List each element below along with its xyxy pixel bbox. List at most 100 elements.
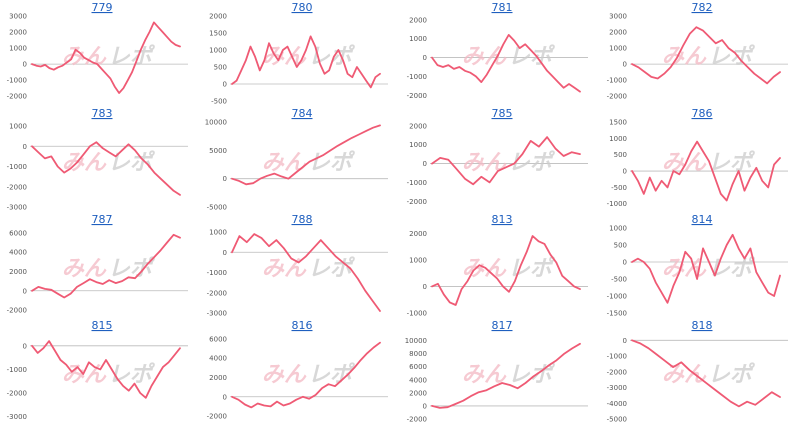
panel-title-link[interactable]: 779 [92, 1, 113, 14]
y-tick-label: 6000 [209, 335, 227, 343]
y-tick-label: 6000 [9, 229, 27, 237]
y-tick-label: 2000 [9, 268, 27, 276]
watermark-logo: レポ [108, 150, 156, 176]
watermark-logo: レポ [508, 256, 556, 282]
panel-title-link[interactable]: 783 [92, 107, 113, 120]
y-tick-label: 2000 [9, 29, 27, 37]
y-tick-label: 3000 [9, 13, 27, 21]
y-tick-label: -1000 [607, 293, 627, 301]
panel-title-link[interactable]: 817 [492, 319, 513, 332]
watermark-logo: みん [462, 151, 507, 176]
y-tick-label: -2000 [7, 183, 27, 191]
y-tick-label: -2000 [207, 413, 227, 421]
watermark-logo: みん [262, 363, 307, 388]
y-tick-label: 8000 [409, 350, 427, 358]
panel-title-link[interactable]: 815 [92, 319, 113, 332]
y-tick-label: 3000 [609, 13, 627, 21]
series-line [431, 136, 581, 186]
y-tick-label: -3000 [7, 413, 27, 421]
y-tick-label: 1000 [609, 225, 627, 233]
y-tick-label: -5000 [607, 416, 627, 424]
series-line [431, 342, 581, 409]
y-tick-label: -1000 [407, 179, 427, 187]
y-tick-label: -500 [211, 98, 227, 106]
panel-title-link[interactable]: 788 [292, 213, 313, 226]
y-tick-label: 1000 [609, 135, 627, 143]
series-line [431, 34, 581, 93]
y-tick-label: -1000 [407, 73, 427, 81]
y-tick-label: -3000 [7, 204, 27, 212]
panel-title-link[interactable]: 782 [692, 1, 713, 14]
watermark-logo: レポ [508, 44, 556, 70]
y-tick-label: 1500 [209, 30, 227, 38]
y-tick-label: -2000 [407, 416, 427, 424]
panel-title-link[interactable]: 813 [492, 213, 513, 226]
y-tick-label: 1000 [409, 256, 427, 264]
series-line [631, 339, 781, 408]
chart-panel-782: 782 3000 2000 1000 0 -1000 -2000 みん レポ [607, 1, 788, 101]
panel-title-link[interactable]: 816 [292, 319, 313, 332]
series-line [431, 235, 581, 306]
y-tick-label: -1000 [7, 77, 27, 85]
y-tick-label: 500 [614, 242, 627, 250]
y-tick-label: 2000 [409, 122, 427, 130]
y-tick-label: -2000 [607, 368, 627, 376]
y-tick-label: 0 [623, 168, 627, 176]
y-tick-label: -1000 [7, 366, 27, 374]
y-tick-label: 2000 [409, 389, 427, 397]
series-line [31, 340, 181, 399]
series-line [31, 21, 181, 94]
y-tick-label: -2000 [207, 289, 227, 297]
watermark-logo: みん [662, 45, 707, 70]
y-tick-label: 0 [23, 143, 27, 151]
y-tick-label: -2000 [7, 390, 27, 398]
chart-panel-818: 818 0 -1000 -2000 -3000 -4000 -5000 みん レポ [607, 319, 788, 424]
y-tick-label: -1000 [7, 163, 27, 171]
panel-title-link[interactable]: 787 [92, 213, 113, 226]
panel-title-link[interactable]: 781 [492, 1, 513, 14]
series-line [231, 341, 381, 409]
y-tick-label: 500 [614, 151, 627, 159]
series-line [631, 233, 781, 304]
y-tick-label: 10000 [405, 337, 427, 345]
panel-title-link[interactable]: 814 [692, 213, 713, 226]
panel-title-link[interactable]: 785 [492, 107, 513, 120]
y-tick-label: 4000 [9, 249, 27, 257]
series-line [231, 35, 381, 89]
y-tick-label: 2000 [609, 29, 627, 37]
y-tick-label: -2000 [407, 198, 427, 206]
watermark-logo: みん [462, 45, 507, 70]
panel-title-link[interactable]: 780 [292, 1, 313, 14]
y-tick-label: 2000 [409, 16, 427, 24]
y-tick-label: -3000 [207, 310, 227, 318]
y-tick-label: 0 [23, 61, 27, 69]
y-tick-label: -2000 [7, 307, 27, 315]
y-tick-label: 1000 [409, 141, 427, 149]
watermark-logo: レポ [708, 150, 756, 176]
panel-title-link[interactable]: 786 [692, 107, 713, 120]
y-tick-label: 2000 [209, 13, 227, 21]
series-line [631, 140, 781, 202]
y-tick-label: 10000 [205, 119, 227, 127]
series-line [231, 233, 381, 312]
y-tick-label: 0 [423, 160, 427, 168]
panel-title-link[interactable]: 818 [692, 319, 713, 332]
panel-title-link[interactable]: 784 [292, 107, 313, 120]
y-tick-label: -500 [611, 276, 627, 284]
y-tick-label: 1000 [609, 45, 627, 53]
y-tick-label: -500 [611, 184, 627, 192]
watermark-logo: レポ [708, 256, 756, 282]
y-tick-label: 0 [423, 402, 427, 410]
y-tick-label: 5000 [209, 147, 227, 155]
y-tick-label: 500 [214, 64, 227, 72]
y-tick-label: 2000 [409, 230, 427, 238]
y-tick-label: 0 [223, 249, 227, 257]
chart-panel-784: 784 10000 5000 0 -5000 みん レポ [205, 107, 388, 212]
y-tick-label: -2000 [607, 93, 627, 101]
series-line [31, 141, 181, 196]
